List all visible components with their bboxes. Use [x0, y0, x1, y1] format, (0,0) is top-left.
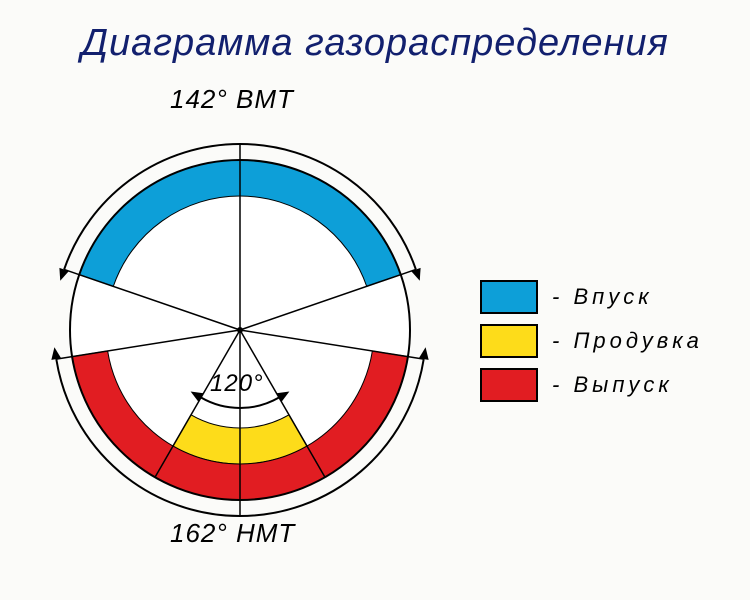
legend-item-exhaust: - Выпуск — [480, 368, 703, 402]
legend-swatch-exhaust — [480, 368, 538, 402]
legend-swatch-intake — [480, 280, 538, 314]
page-title: Диаграмма газораспределения — [0, 22, 750, 65]
legend-label-exhaust: - Выпуск — [552, 372, 673, 398]
timing-diagram: 142° ВМТ 162° НМТ 120° — [20, 90, 460, 585]
label-scavenge-angle: 120° — [210, 370, 264, 398]
legend-item-scavenge: - Продувка — [480, 324, 703, 358]
legend-label-scavenge: - Продувка — [552, 328, 703, 354]
legend-swatch-scavenge — [480, 324, 538, 358]
label-bdc: 162° НМТ — [170, 518, 295, 549]
label-tdc: 142° ВМТ — [170, 84, 294, 115]
timing-diagram-svg — [20, 90, 460, 580]
legend: - Впуск - Продувка - Выпуск — [480, 270, 703, 412]
legend-label-intake: - Впуск — [552, 284, 653, 310]
legend-item-intake: - Впуск — [480, 280, 703, 314]
